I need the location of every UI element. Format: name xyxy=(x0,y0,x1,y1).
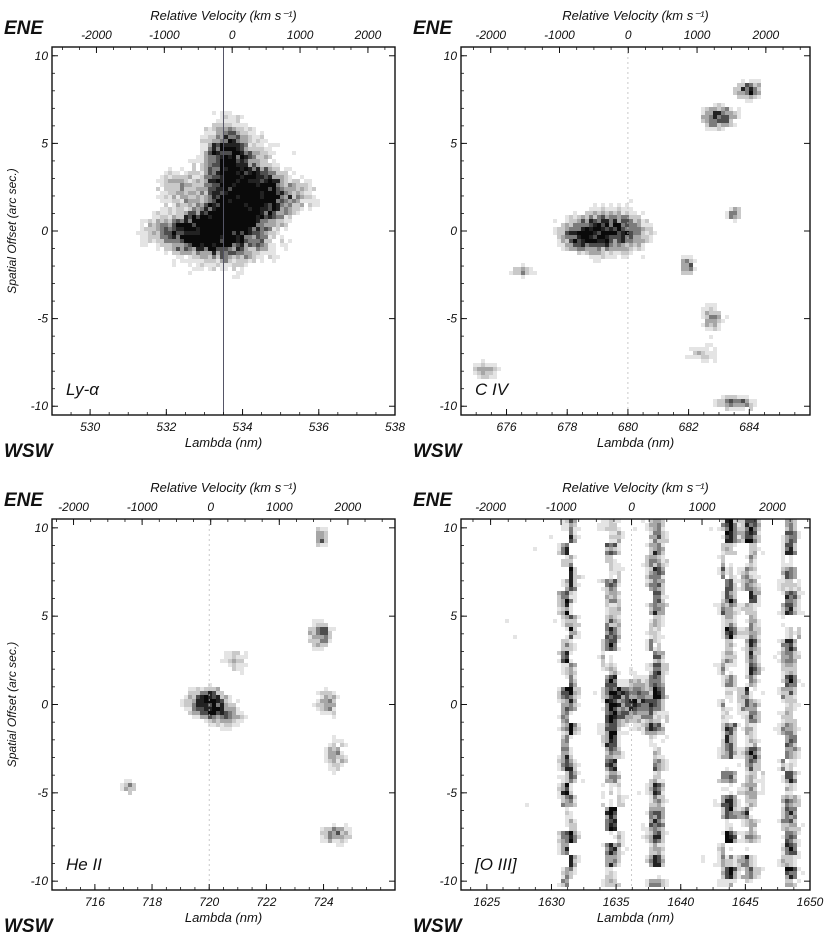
x-tick-label: 680 xyxy=(618,420,638,434)
x2-axis-label: Relative Velocity (km s⁻¹) xyxy=(562,8,709,23)
direction-label-ene: ENE xyxy=(413,18,453,39)
y-tick-label: 5 xyxy=(450,609,457,623)
x2-tick-label: -2000 xyxy=(81,28,112,42)
y-tick-label: 10 xyxy=(35,49,49,63)
y-tick-label: 10 xyxy=(444,521,458,535)
x-tick-label: 538 xyxy=(385,420,405,434)
x2-tick-label: 0 xyxy=(229,28,236,42)
x-tick-label: 1640 xyxy=(667,895,694,909)
x-axis-label: Lambda (nm) xyxy=(597,910,674,925)
y-tick-label: -5 xyxy=(446,312,457,326)
panel-1: 530 532 534 536 538 -2000 -1000 0 1000 2000 10 5 0 -5… xyxy=(4,8,405,462)
direction-label-wsw: WSW xyxy=(4,916,55,937)
y-tick-label: -10 xyxy=(440,874,458,888)
x-axis-label: Lambda (nm) xyxy=(597,435,674,450)
y-tick-label: 10 xyxy=(35,521,49,535)
y-tick-label: 5 xyxy=(450,136,457,150)
panel-4: 1625 1630 1635 1640 1645 1650 -2000 -1000 0 1000 2… xyxy=(413,480,824,937)
x-tick-label: 1645 xyxy=(732,895,759,909)
x-tick-label: 530 xyxy=(80,420,100,434)
x-tick-label: 1635 xyxy=(603,895,630,909)
y-tick-label: 10 xyxy=(444,49,458,63)
panel-label: C IV xyxy=(475,380,510,399)
x-tick-label: 684 xyxy=(739,420,759,434)
direction-label-wsw: WSW xyxy=(4,441,55,462)
x2-tick-label: 1000 xyxy=(689,500,716,514)
x2-tick-label: 0 xyxy=(625,28,632,42)
x2-tick-label: -1000 xyxy=(544,28,575,42)
x2-tick-label: -1000 xyxy=(149,28,180,42)
y-tick-label: -5 xyxy=(37,786,48,800)
x2-tick-label: 1000 xyxy=(266,500,293,514)
x2-axis-label: Relative Velocity (km s⁻¹) xyxy=(150,8,297,23)
x2-tick-label: 2000 xyxy=(758,500,786,514)
y-tick-label: -10 xyxy=(31,399,49,413)
panel-2: 676 678 680 682 684 -2000 -1000 0 1000 2000 10 5 0 -5… xyxy=(413,8,811,462)
x-tick-label: 1630 xyxy=(538,895,565,909)
panel-label: He II xyxy=(66,855,102,874)
direction-label-wsw: WSW xyxy=(413,441,464,462)
y-tick-label: 0 xyxy=(450,224,457,238)
x2-tick-label: 1000 xyxy=(684,28,711,42)
x2-tick-label: -1000 xyxy=(546,500,577,514)
panel-label: [O III] xyxy=(474,855,518,874)
heatmap-cells xyxy=(120,527,352,847)
direction-label-ene: ENE xyxy=(4,490,44,511)
x2-tick-label: 0 xyxy=(628,500,635,514)
x-tick-label: 534 xyxy=(233,420,253,434)
heatmap-cells xyxy=(505,519,805,887)
y-tick-label: -5 xyxy=(37,312,48,326)
direction-label-wsw: WSW xyxy=(413,916,464,937)
x2-tick-label: 2000 xyxy=(354,28,382,42)
heatmap-cells xyxy=(473,79,761,411)
x-tick-label: 720 xyxy=(199,895,219,909)
x-tick-label: 676 xyxy=(497,420,517,434)
y-tick-label: -10 xyxy=(440,399,458,413)
y-tick-label: 5 xyxy=(41,609,48,623)
x-tick-label: 718 xyxy=(142,895,162,909)
y-tick-label: -10 xyxy=(31,874,49,888)
x2-tick-label: -2000 xyxy=(475,500,506,514)
x2-tick-label: 0 xyxy=(207,500,214,514)
y-tick-label: 0 xyxy=(41,224,48,238)
x2-axis-label: Relative Velocity (km s⁻¹) xyxy=(562,480,709,495)
x-axis-label: Lambda (nm) xyxy=(185,910,262,925)
x2-tick-label: 2000 xyxy=(751,28,779,42)
x2-tick-label: -1000 xyxy=(127,500,158,514)
y-tick-label: -5 xyxy=(446,786,457,800)
heatmap-cells xyxy=(136,111,320,279)
direction-label-ene: ENE xyxy=(413,490,453,511)
x-tick-label: 716 xyxy=(85,895,105,909)
x-tick-label: 722 xyxy=(256,895,276,909)
y-tick-label: 0 xyxy=(450,698,457,712)
y-axis-label: Spatial Offset (arc sec.) xyxy=(5,642,19,767)
x-tick-label: 1650 xyxy=(797,895,824,909)
x-tick-label: 532 xyxy=(156,420,176,434)
x-tick-label: 678 xyxy=(557,420,577,434)
y-tick-label: 5 xyxy=(41,136,48,150)
x-tick-label: 536 xyxy=(309,420,329,434)
y-axis-label: Spatial Offset (arc sec.) xyxy=(5,168,19,293)
panel-3: 716 718 720 722 724 -2000 -1000 0 1000 2000 10 5 0 -5… xyxy=(4,480,396,937)
x-tick-label: 682 xyxy=(679,420,699,434)
x2-tick-label: -2000 xyxy=(58,500,89,514)
x2-tick-label: -2000 xyxy=(475,28,506,42)
x2-axis-label: Relative Velocity (km s⁻¹) xyxy=(150,480,297,495)
x-tick-label: 724 xyxy=(314,895,334,909)
panel-label: Ly-α xyxy=(66,380,100,399)
x2-tick-label: 2000 xyxy=(334,500,362,514)
x-tick-label: 1625 xyxy=(474,895,501,909)
x-axis-label: Lambda (nm) xyxy=(185,435,262,450)
x2-tick-label: 1000 xyxy=(287,28,314,42)
y-tick-label: 0 xyxy=(41,698,48,712)
direction-label-ene: ENE xyxy=(4,18,44,39)
